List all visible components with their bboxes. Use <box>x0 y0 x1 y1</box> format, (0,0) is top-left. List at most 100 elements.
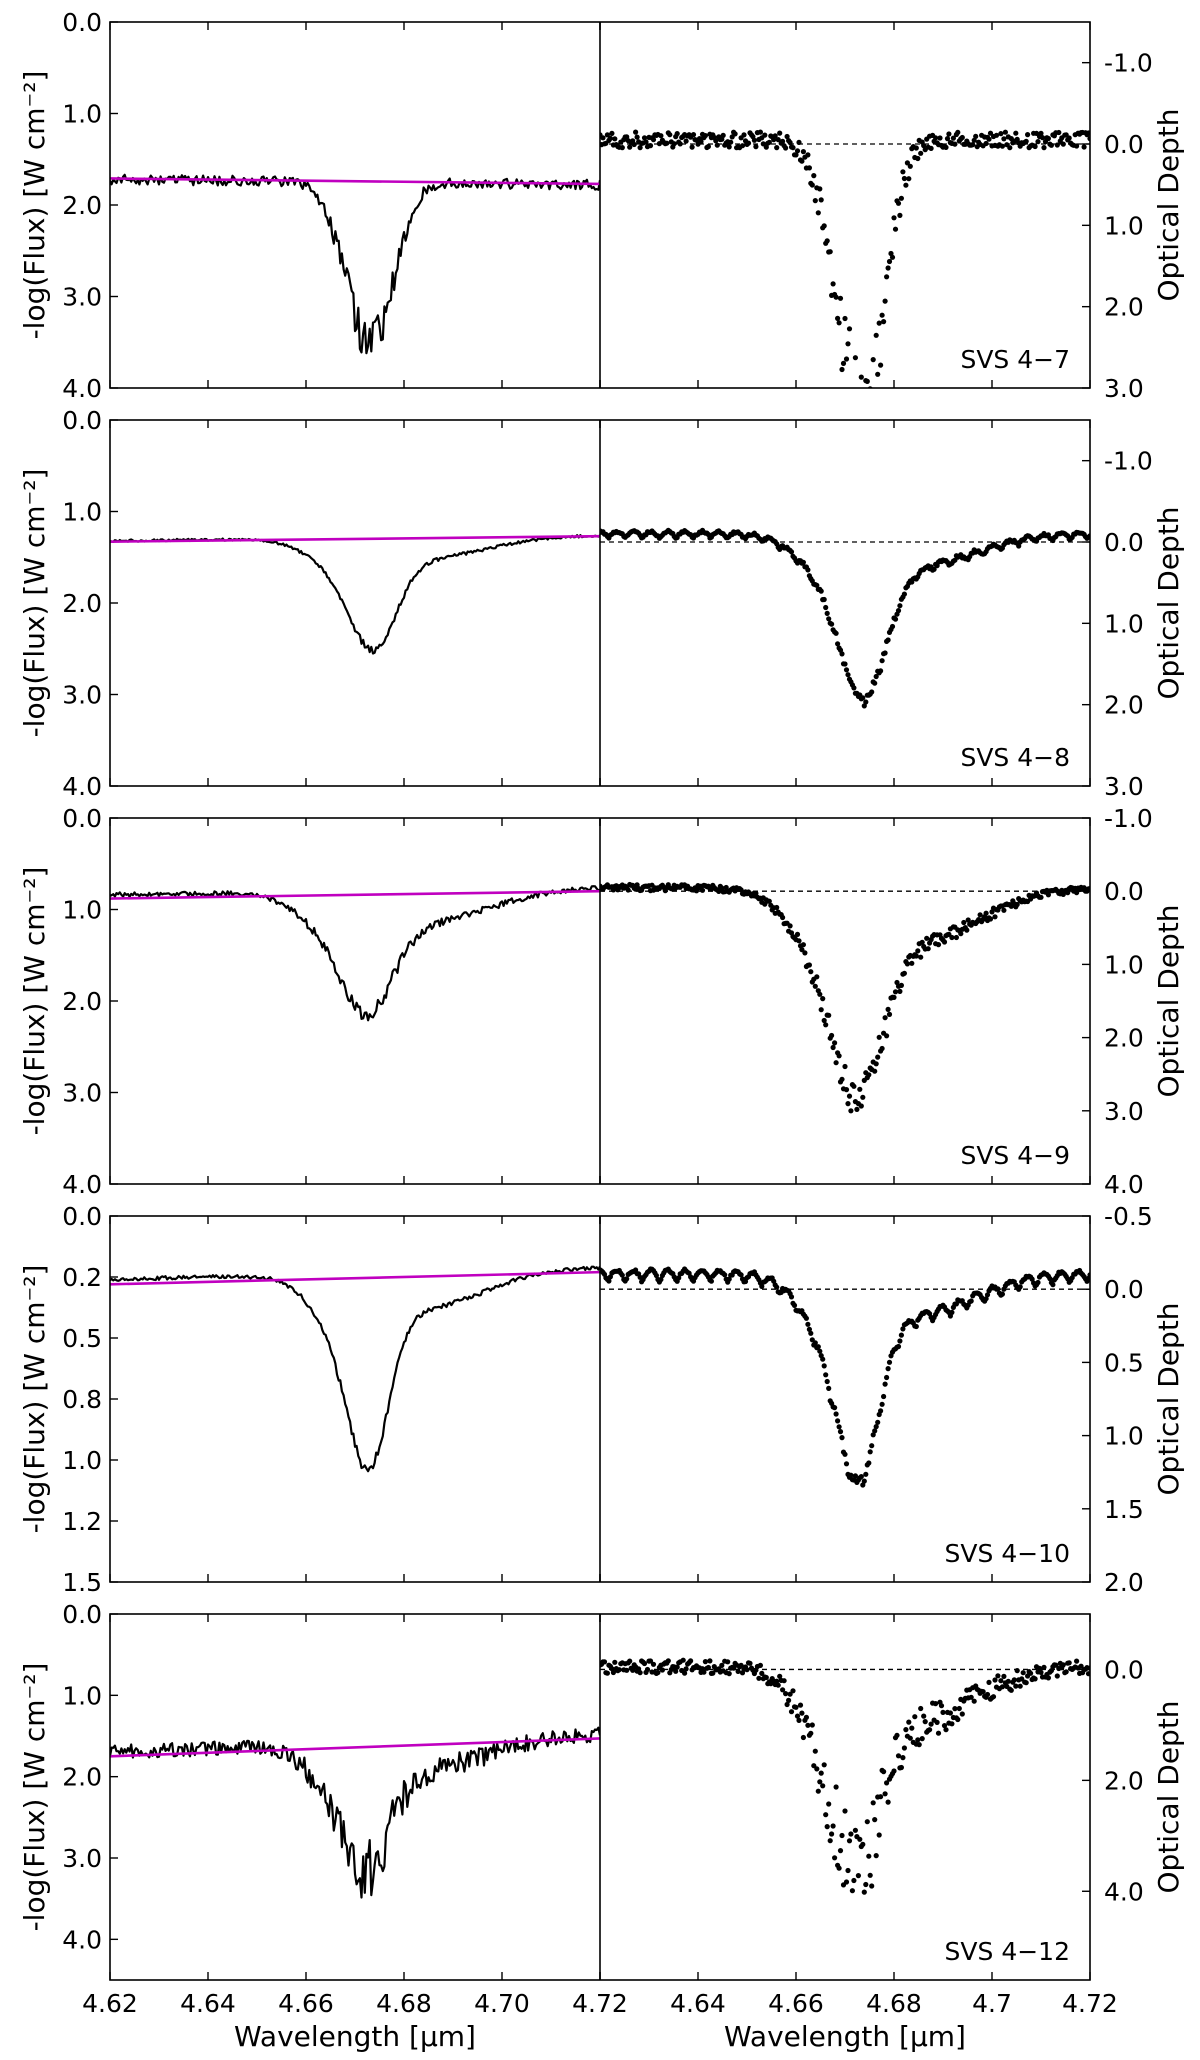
od-point <box>837 1848 844 1854</box>
y-right-tick-label: 0.0 <box>1104 1275 1144 1304</box>
od-point <box>970 142 976 148</box>
od-point <box>680 1657 686 1663</box>
y-right-axis-label: Optical Depth <box>1152 506 1185 699</box>
y-right-tick-label: 3.0 <box>1104 1097 1144 1126</box>
optical-depth-points <box>600 881 1090 1114</box>
y-right-tick-label: 2.0 <box>1104 1024 1144 1053</box>
od-point <box>1025 132 1031 138</box>
od-point <box>901 970 908 976</box>
x-tick-label: 4.64 <box>180 1989 236 2018</box>
od-point <box>855 1873 862 1879</box>
od-point <box>783 145 789 151</box>
od-point <box>774 1284 780 1290</box>
od-point <box>928 1721 934 1727</box>
od-point <box>848 1472 854 1478</box>
od-point <box>878 668 884 674</box>
od-point <box>800 942 807 948</box>
od-point <box>854 391 859 396</box>
od-point <box>627 1658 633 1664</box>
y-left-axis-label: -log(Flux) [W cm⁻²] <box>18 71 51 340</box>
od-point <box>862 406 867 411</box>
od-point <box>815 210 821 216</box>
od-point <box>869 689 875 695</box>
od-point <box>644 1666 651 1673</box>
od-point <box>805 1722 811 1728</box>
od-point <box>673 1668 679 1674</box>
y-left-tick-label: 2.0 <box>62 589 102 618</box>
od-point <box>842 315 848 322</box>
od-point <box>805 567 811 573</box>
od-point <box>885 265 891 271</box>
od-point <box>682 1670 688 1676</box>
od-point <box>947 1710 954 1716</box>
od-point <box>698 139 704 145</box>
od-point <box>821 223 827 229</box>
od-point <box>846 1093 853 1099</box>
od-point <box>867 1449 873 1455</box>
od-point <box>897 603 903 609</box>
od-point <box>875 371 881 377</box>
od-point <box>873 1424 879 1430</box>
od-point <box>1066 1660 1072 1666</box>
y-left-tick-label: 1.5 <box>62 1568 102 1597</box>
od-point <box>812 198 818 204</box>
od-point <box>650 137 657 143</box>
od-point <box>995 1673 1001 1679</box>
od-point <box>915 155 921 162</box>
od-point <box>820 1356 826 1362</box>
od-point <box>604 132 611 138</box>
od-point <box>842 1063 848 1070</box>
od-point <box>818 197 824 203</box>
od-point <box>846 326 853 332</box>
od-point <box>658 1276 664 1283</box>
od-point <box>898 195 905 201</box>
od-point <box>927 1727 933 1733</box>
od-point <box>977 912 983 918</box>
panel-1: 0.0 1.0 2.0 3.0 4.0 -1.0 0.0 1.0 2.0 3.0 SVS 4−7 -l… <box>18 8 1185 411</box>
od-point <box>852 355 859 361</box>
od-point <box>805 1321 811 1327</box>
od-point <box>949 1721 955 1727</box>
od-point <box>757 1662 764 1668</box>
od-point <box>600 135 606 141</box>
od-point <box>790 145 796 151</box>
y-right-tick-label: 1.5 <box>1104 1495 1144 1524</box>
od-point <box>607 135 614 141</box>
od-point <box>952 141 958 147</box>
x-tick-label: 4.68 <box>376 1989 432 2018</box>
od-point <box>781 1678 787 1684</box>
od-point <box>897 988 903 995</box>
od-point <box>870 1800 876 1806</box>
od-point <box>998 1678 1004 1684</box>
od-point <box>872 400 877 405</box>
od-point <box>873 1061 879 1067</box>
spectrum-line <box>110 885 600 1022</box>
y-left-tick-label: 2.0 <box>62 987 102 1016</box>
od-point <box>889 623 896 630</box>
od-point <box>1039 135 1046 141</box>
od-point <box>915 1737 921 1743</box>
od-point <box>1074 1658 1080 1664</box>
od-point <box>1002 129 1009 135</box>
od-point <box>884 1780 890 1786</box>
od-point <box>788 1294 795 1300</box>
od-point <box>959 134 965 141</box>
y-right-tick-label: 0.0 <box>1104 877 1144 906</box>
od-point <box>839 1076 845 1082</box>
od-point <box>1016 543 1022 549</box>
od-point <box>827 1838 833 1844</box>
y-left-tick-label: 0.0 <box>62 1202 102 1231</box>
od-point <box>604 1670 611 1676</box>
od-point <box>879 1045 885 1052</box>
od-point <box>852 1473 859 1479</box>
od-point <box>900 169 906 175</box>
od-point <box>818 588 824 594</box>
od-point <box>983 910 989 916</box>
od-point <box>630 1667 636 1673</box>
y-right-tick-label: -1.0 <box>1104 447 1153 476</box>
od-point <box>1001 907 1007 913</box>
x-tick-label: 4.64 <box>670 1989 726 2018</box>
x-tick-label: 4.7 <box>972 1989 1012 2018</box>
od-point <box>775 137 781 143</box>
od-point <box>744 1667 750 1673</box>
